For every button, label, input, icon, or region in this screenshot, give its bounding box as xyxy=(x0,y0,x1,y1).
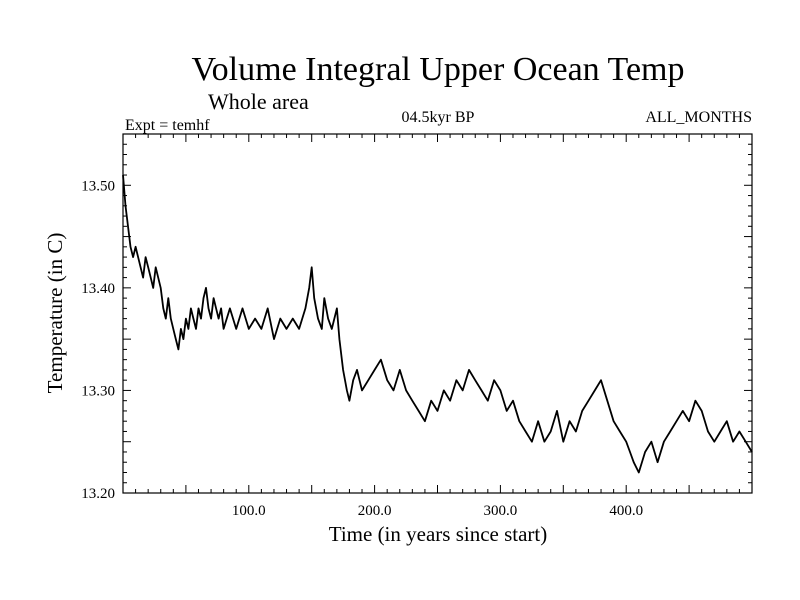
months-label: ALL_MONTHS xyxy=(645,109,752,126)
y-tick-label: 13.50 xyxy=(81,178,115,194)
x-tick-label: 100.0 xyxy=(232,503,266,519)
chart-title: Volume Integral Upper Ocean Temp xyxy=(192,51,685,88)
y-tick-label: 13.20 xyxy=(81,486,115,502)
chart-subtitle: Whole area xyxy=(208,89,309,114)
series-line-temhf xyxy=(122,174,753,474)
y-tick-label: 13.40 xyxy=(81,281,115,297)
period-label: 04.5kyr BP xyxy=(402,109,475,126)
x-tick-label: 300.0 xyxy=(484,503,518,519)
x-tick-label: 200.0 xyxy=(358,503,392,519)
x-axis-label: Time (in years since start) xyxy=(329,522,548,546)
y-axis-label: Temperature (in C) xyxy=(43,233,67,394)
x-tick-label: 400.0 xyxy=(609,503,643,519)
experiment-label: Expt = temhf xyxy=(125,117,210,134)
y-tick-label: 13.30 xyxy=(81,383,115,399)
tick-labels: 100.0 200.0 300.0 400.0 13.20 13.30 13.40 13.50 xyxy=(81,178,643,519)
axis-ticks xyxy=(123,134,752,493)
